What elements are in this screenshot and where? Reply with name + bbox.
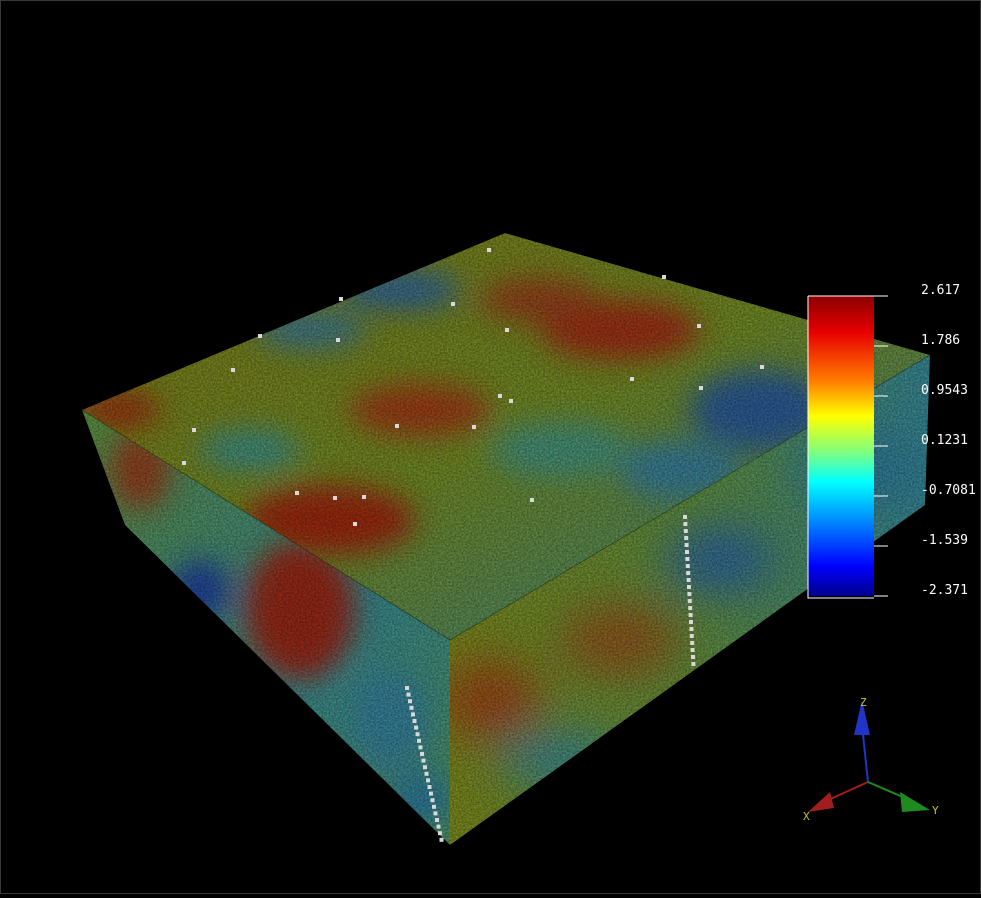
well-marker <box>436 824 441 829</box>
well-marker <box>405 686 409 690</box>
well-marker <box>685 564 690 568</box>
well-marker <box>333 496 337 500</box>
well-marker <box>688 606 693 610</box>
well-marker <box>432 804 436 809</box>
well-marker <box>662 275 666 279</box>
x-axis-label: X <box>803 810 810 823</box>
well-marker <box>418 745 423 750</box>
y-axis-label: Y <box>932 804 939 817</box>
colorbar-tick-label: -0.7081 <box>921 483 976 498</box>
well-marker <box>697 324 701 328</box>
well-marker <box>421 758 426 763</box>
axes-triad[interactable]: Z X Y <box>803 696 939 823</box>
well-marker <box>412 719 417 723</box>
well-marker <box>509 399 513 403</box>
well-marker <box>451 302 455 306</box>
well-marker <box>424 771 429 776</box>
well-marker <box>430 798 435 803</box>
well-marker <box>691 655 695 659</box>
well-marker <box>353 522 357 526</box>
colorbar-frame <box>807 296 874 599</box>
block-top-face <box>82 233 930 640</box>
well-marker <box>417 738 421 743</box>
well-marker <box>182 461 186 465</box>
well-marker <box>686 578 691 582</box>
colorbar-tick-label: -1.539 <box>921 533 968 548</box>
well-marker <box>429 791 433 796</box>
colorbar-gradient <box>808 296 874 596</box>
well-marker <box>295 491 299 495</box>
well-marker <box>336 338 340 342</box>
well-marker <box>433 811 438 816</box>
well-marker <box>415 732 420 737</box>
colorbar-tick-label: 0.1231 <box>921 433 968 448</box>
colorbar-tick-label: -2.371 <box>921 583 968 598</box>
well-marker <box>231 368 235 372</box>
well-marker <box>699 386 703 390</box>
well-marker <box>406 692 411 697</box>
well-marker <box>685 557 690 561</box>
well-marker <box>427 785 432 789</box>
well-marker <box>411 712 415 717</box>
well-marker <box>689 627 694 631</box>
well-marker <box>426 778 430 783</box>
block-left-face <box>82 410 450 845</box>
well-marker <box>684 543 689 547</box>
colorbar-tick-label: 2.617 <box>921 283 960 298</box>
well-marker <box>487 248 491 252</box>
well-marker <box>683 529 688 533</box>
well-marker <box>435 818 439 822</box>
well-marker <box>687 599 692 603</box>
colorbar-ticks: 2.617 1.786 0.9543 0.1231 -0.7081 -1.539 -2.37… <box>874 283 976 598</box>
y-axis-line <box>867 781 906 799</box>
well-marker <box>691 662 696 666</box>
well-marker <box>688 613 693 617</box>
well-marker <box>408 699 412 704</box>
well-marker <box>689 634 694 638</box>
colorbar-tick-label: 0.9543 <box>921 383 968 398</box>
well-marker <box>686 571 691 575</box>
well-marker <box>690 641 695 645</box>
well-marker <box>438 831 442 836</box>
colorbar-tick-label: 1.786 <box>921 333 960 348</box>
well-marker <box>687 585 691 589</box>
property-block[interactable] <box>80 233 931 845</box>
well-marker <box>414 725 418 730</box>
well-markers <box>182 248 764 842</box>
well-marker <box>192 428 196 432</box>
color-legend: 2.617 1.786 0.9543 0.1231 -0.7081 -1.539 -2.37… <box>807 283 976 599</box>
well-marker <box>690 648 695 652</box>
z-axis-label: Z <box>860 696 867 709</box>
well-marker <box>683 515 687 519</box>
well-marker <box>472 425 476 429</box>
well-marker <box>683 522 688 526</box>
x-axis-arrow <box>808 792 834 812</box>
y-axis-arrow <box>900 792 930 812</box>
well-marker <box>689 620 693 624</box>
well-marker <box>423 765 427 770</box>
x-axis-line <box>827 781 869 801</box>
well-marker <box>420 752 424 756</box>
well-marker <box>409 705 414 710</box>
well-marker <box>630 377 634 381</box>
well-marker <box>530 498 534 502</box>
well-marker <box>684 536 689 540</box>
well-marker <box>498 394 502 398</box>
well-marker <box>687 592 692 596</box>
well-marker <box>505 328 509 332</box>
well-marker <box>339 297 343 301</box>
z-axis-arrow <box>854 700 870 735</box>
well-marker <box>258 334 262 338</box>
well-marker <box>362 495 366 499</box>
well-marker <box>395 424 399 428</box>
well-marker <box>760 365 764 369</box>
well-marker <box>685 550 689 554</box>
well-marker <box>439 837 444 842</box>
